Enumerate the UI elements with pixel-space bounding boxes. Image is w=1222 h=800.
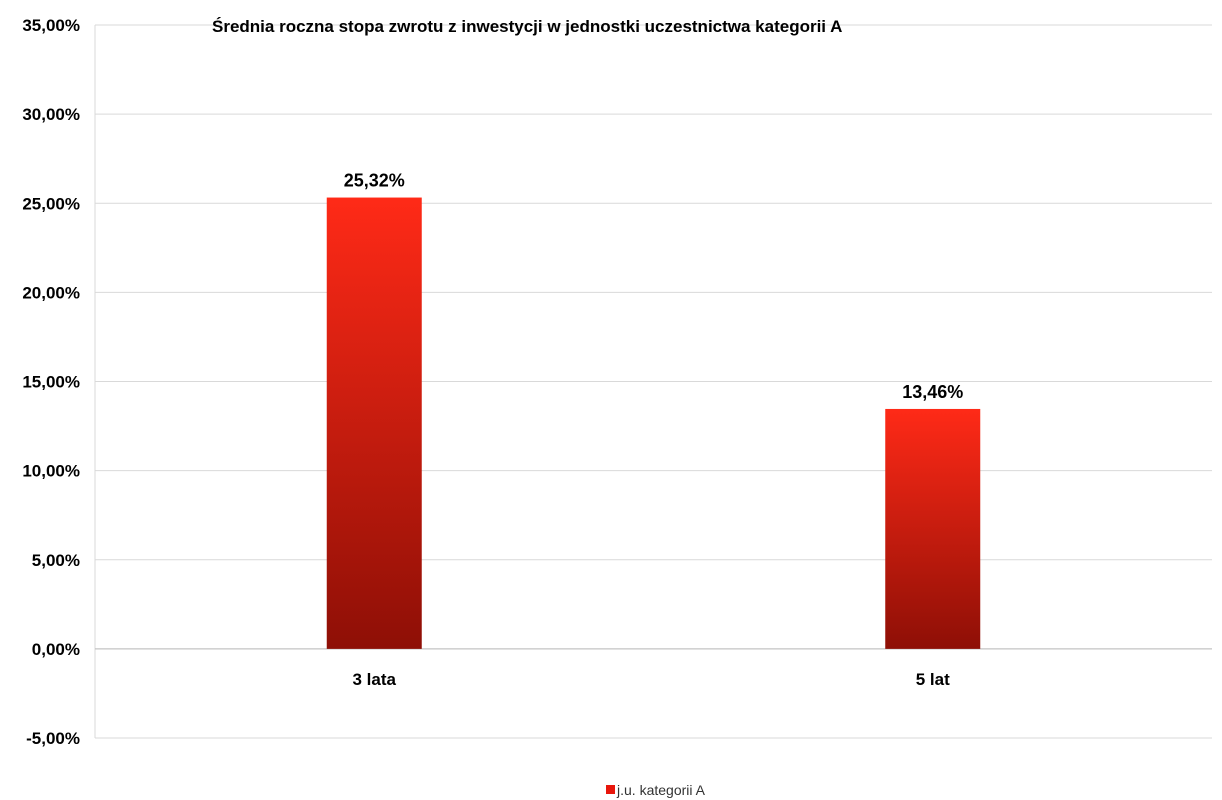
y-tick-label: -5,00%	[26, 729, 80, 748]
bar	[885, 408, 981, 649]
y-axis-tick-labels: 35,00% 30,00% 25,00% 20,00% 15,00% 10,00% 5,00…	[22, 16, 80, 748]
x-axis-category-labels: 3 lata 5 lat	[353, 670, 951, 689]
data-label: 25,32%	[344, 171, 405, 191]
data-label: 13,46%	[902, 382, 963, 402]
legend: j.u. kategorii A	[606, 782, 706, 798]
chart-title: Średnia roczna stopa zwrotu z inwestycji…	[212, 17, 842, 36]
y-tick-label: 10,00%	[22, 462, 80, 481]
y-tick-label: 15,00%	[22, 373, 80, 392]
gridlines	[95, 24, 1212, 739]
y-tick-label: 25,00%	[22, 194, 80, 213]
data-labels: 25,32% 13,46%	[344, 171, 964, 402]
y-tick-label: 5,00%	[32, 551, 80, 570]
y-tick-label: 0,00%	[32, 640, 80, 659]
x-category-label: 3 lata	[353, 670, 397, 689]
legend-label: j.u. kategorii A	[616, 782, 706, 798]
y-tick-label: 30,00%	[22, 105, 80, 124]
legend-swatch	[606, 785, 615, 794]
y-tick-label: 35,00%	[22, 16, 80, 35]
y-tick-label: 20,00%	[22, 283, 80, 302]
axes	[94, 25, 1212, 738]
bars	[326, 197, 981, 649]
x-category-label: 5 lat	[916, 670, 950, 689]
bar	[326, 197, 422, 649]
